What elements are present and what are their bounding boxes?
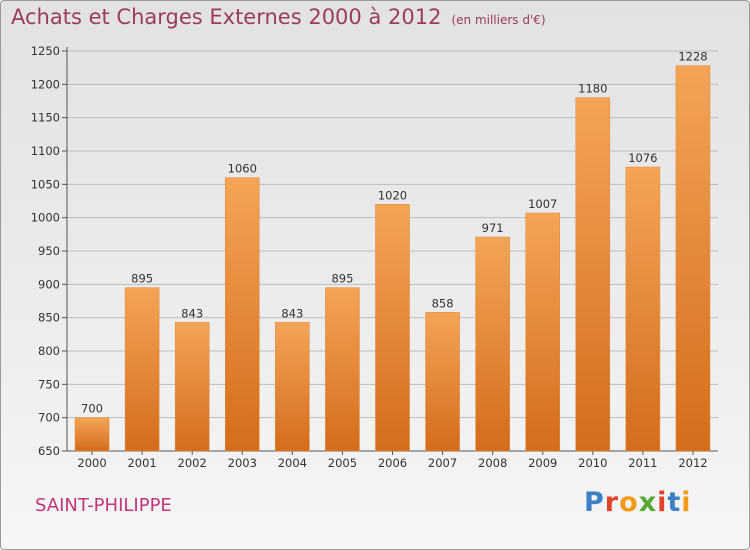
bar-2001 [124, 287, 160, 452]
value-label-2011: 1076 [628, 151, 657, 165]
x-tick-label-2007: 2007 [428, 456, 457, 470]
value-label-2007: 858 [432, 296, 454, 310]
y-tick-label: 1200 [31, 77, 60, 91]
y-tick-label: 850 [38, 311, 60, 325]
logo-letter: x [638, 487, 658, 518]
x-tick-label-2005: 2005 [328, 456, 357, 470]
value-label-2008: 971 [482, 221, 504, 235]
bar-2005 [325, 287, 360, 452]
bar-2011 [625, 166, 661, 452]
x-tick-label-2001: 2001 [127, 456, 156, 470]
y-tick-label: 1150 [31, 111, 60, 125]
x-tick-label-2004: 2004 [278, 456, 307, 470]
value-label-2010: 1180 [578, 82, 607, 96]
bar-2008 [475, 236, 510, 452]
city-name: SAINT-PHILIPPE [35, 495, 172, 516]
proxiti-logo: Proxiti [584, 487, 692, 518]
x-tick-label-2008: 2008 [478, 456, 507, 470]
chart-title: Achats et Charges Externes 2000 à 2012 (e… [11, 5, 546, 29]
logo-letter: P [584, 487, 605, 518]
value-label-2012: 1228 [678, 50, 707, 64]
y-tick-label: 1250 [31, 44, 60, 58]
logo-letter: o [619, 487, 639, 518]
bar-2006 [375, 204, 410, 452]
bar-2002 [174, 322, 210, 452]
bar-2012 [675, 65, 711, 452]
y-tick-label: 800 [38, 344, 60, 358]
logo-letter: i [657, 487, 668, 518]
value-label-2000: 700 [81, 402, 103, 416]
bar-2009 [525, 212, 561, 452]
logo-letter: i [681, 487, 692, 518]
x-tick-label-2009: 2009 [528, 456, 557, 470]
y-tick-label: 1050 [31, 177, 60, 191]
y-tick-label: 950 [38, 244, 60, 258]
x-tick-label-2000: 2000 [77, 456, 106, 470]
title-text: Achats et Charges Externes 2000 à 2012 [11, 5, 442, 29]
chart-subtitle: (en milliers d'€) [451, 13, 546, 27]
value-label-2003: 1060 [228, 162, 257, 176]
x-tick-label-2002: 2002 [178, 456, 207, 470]
x-tick-label-2012: 2012 [678, 456, 707, 470]
bar-2007 [425, 312, 460, 452]
value-label-2002: 843 [181, 306, 203, 320]
value-label-2006: 1020 [378, 188, 407, 202]
value-label-2004: 843 [281, 306, 303, 320]
logo-letter: t [667, 487, 682, 518]
bar-2004 [275, 322, 310, 452]
x-tick-label-2011: 2011 [628, 456, 657, 470]
value-label-2005: 895 [331, 272, 353, 286]
y-tick-label: 700 [38, 411, 60, 425]
value-label-2009: 1007 [528, 197, 557, 211]
x-tick-label-2006: 2006 [378, 456, 407, 470]
y-tick-label: 750 [38, 377, 60, 391]
tick-labels: 650 700 750 800 850 900 950 1000 1050 1100 1150 120… [31, 44, 708, 470]
logo-letter: r [604, 487, 620, 518]
x-tick-label-2003: 2003 [228, 456, 257, 470]
y-tick-label: 650 [38, 444, 60, 458]
x-tick-label-2010: 2010 [578, 456, 607, 470]
value-labels: 700 895 843 1060 843 895 1020 858 971 1007 1180 107… [81, 50, 708, 416]
bar-2010 [575, 97, 611, 452]
y-tick-label: 1000 [31, 211, 60, 225]
y-tick-label: 1100 [31, 144, 60, 158]
value-label-2001: 895 [131, 272, 153, 286]
bar-2000 [74, 417, 110, 452]
y-tick-label: 900 [38, 277, 60, 291]
bars [74, 65, 711, 452]
bar-2003 [224, 177, 260, 452]
